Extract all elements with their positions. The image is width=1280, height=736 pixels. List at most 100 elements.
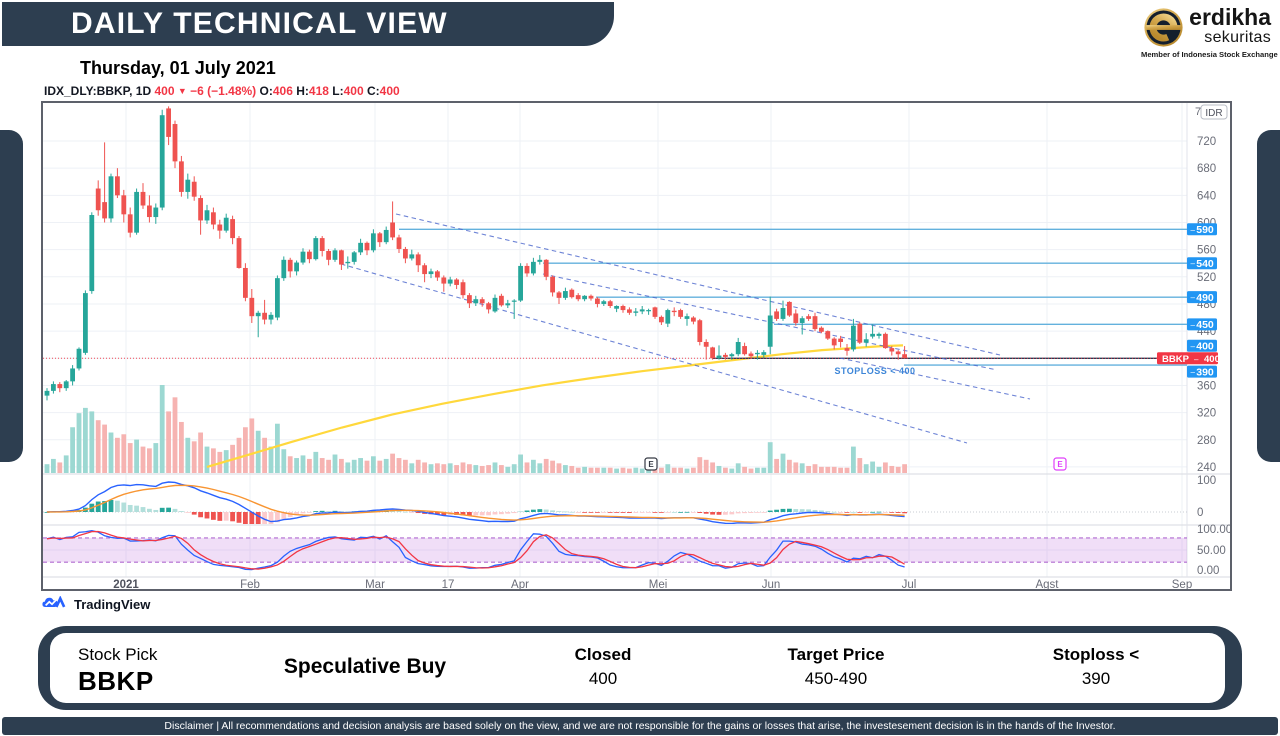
- svg-text:Sep: Sep: [1172, 579, 1192, 589]
- legend-close: 400: [379, 84, 400, 98]
- svg-text:0: 0: [1197, 507, 1203, 519]
- stock-ticker: BBKP: [78, 666, 154, 696]
- chart-gridlines: [43, 103, 1187, 577]
- svg-text:680: 680: [1197, 163, 1216, 175]
- svg-text:E: E: [648, 460, 654, 469]
- svg-text:100: 100: [1197, 475, 1216, 487]
- brand-name: erdikha: [1189, 4, 1271, 30]
- svg-text:‒: ‒: [1191, 225, 1196, 234]
- svg-text:BBKP: BBKP: [1162, 354, 1190, 365]
- header-banner: DAILY TECHNICAL VIEW: [2, 2, 614, 46]
- volume-bars: [44, 385, 907, 473]
- closed-label: Closed: [574, 645, 632, 664]
- brand-logo: erdikha sekuritas Member of Indonesia St…: [1141, 4, 1278, 60]
- svg-text:240: 240: [1197, 462, 1216, 474]
- brand-subname: sekuritas: [1204, 29, 1271, 46]
- time-axis[interactable]: 2021 Feb Mar 17 Apr Mei Jun Jul Agst Sep: [113, 579, 1192, 591]
- trendlines: [340, 213, 1031, 444]
- legend-low: 400: [343, 84, 364, 98]
- closed-value: 400: [588, 669, 618, 688]
- price-chart[interactable]: STOPLOSS < 400EE720680640600560520480440…: [41, 101, 1232, 591]
- svg-text:STOPLOSS < 400: STOPLOSS < 400: [834, 366, 915, 376]
- legend-change: −6 (−1.48%): [190, 84, 257, 98]
- stoploss-block: Stoploss < 390: [1053, 645, 1139, 689]
- svg-text:560: 560: [1197, 245, 1216, 257]
- svg-text:0.00: 0.00: [1197, 565, 1219, 577]
- stoploss-annotation: STOPLOSS < 400: [834, 366, 915, 376]
- svg-text:2021: 2021: [113, 579, 139, 589]
- svg-text:50.00: 50.00: [1197, 545, 1226, 557]
- moving-average-line: [206, 344, 904, 468]
- stochastic-pane: [43, 530, 1187, 571]
- target-price-value: 450-490: [804, 669, 868, 688]
- svg-text:‒: ‒: [1191, 342, 1196, 351]
- svg-text:‒: ‒: [1191, 259, 1196, 268]
- page-title: DAILY TECHNICAL VIEW: [71, 7, 448, 40]
- disclaimer-text: Disclaimer | All recommendations and dec…: [164, 720, 1116, 732]
- svg-text:360: 360: [1197, 380, 1216, 392]
- macd-pane: [43, 481, 1187, 524]
- summary-card: Stock Pick BBKP Speculative Buy Closed 4…: [50, 633, 1225, 703]
- legend-price: 400: [154, 84, 175, 98]
- svg-text:‒: ‒: [1191, 293, 1196, 302]
- svg-text:390: 390: [1196, 366, 1214, 378]
- report-date: Thursday, 01 July 2021: [80, 58, 276, 78]
- svg-text:IDR: IDR: [1205, 108, 1222, 119]
- svg-text:Jun: Jun: [762, 579, 781, 589]
- svg-text:17: 17: [442, 579, 455, 589]
- svg-text:Mei: Mei: [649, 579, 668, 589]
- left-edge-tab: [0, 130, 23, 462]
- tradingview-attribution[interactable]: TradingView: [42, 596, 150, 612]
- legend-open: 406: [272, 84, 293, 98]
- svg-text:450: 450: [1196, 319, 1214, 331]
- pane-separators: [43, 103, 1230, 578]
- legend-open-label: O:: [259, 84, 273, 98]
- candlestick-chart-svg: STOPLOSS < 400EE720680640600560520480440…: [43, 103, 1232, 591]
- svg-text:400: 400: [1196, 341, 1214, 353]
- svg-text:640: 640: [1197, 190, 1216, 202]
- svg-text:280: 280: [1197, 435, 1216, 447]
- svg-text:Apr: Apr: [511, 579, 529, 589]
- target-price-label: Target Price: [787, 645, 885, 664]
- stoploss-value: 390: [1081, 669, 1111, 688]
- svg-text:320: 320: [1197, 408, 1216, 420]
- legend-high: 418: [308, 84, 329, 98]
- svg-text:7: 7: [1195, 106, 1201, 118]
- legend-close-label: C:: [367, 84, 380, 98]
- candles: [44, 106, 907, 401]
- legend-high-label: H:: [296, 84, 309, 98]
- svg-text:‒: ‒: [1191, 368, 1196, 377]
- tradingview-logo-icon: [42, 596, 66, 608]
- chart-legend: IDX_DLY:BBKP, 1D 400 ▼ −6 (−1.48%) O:406…: [44, 84, 400, 98]
- svg-text:590: 590: [1196, 224, 1214, 236]
- stoploss-label: Stoploss <: [1052, 645, 1140, 664]
- disclaimer-bar: Disclaimer | All recommendations and dec…: [2, 717, 1278, 735]
- legend-low-label: L:: [332, 84, 344, 98]
- tradingview-label: TradingView: [74, 596, 151, 612]
- stock-pick-label: Stock Pick: [78, 645, 158, 664]
- svg-text:540: 540: [1196, 258, 1214, 270]
- svg-text:400: 400: [1204, 354, 1220, 365]
- target-price-block: Target Price 450-490: [787, 645, 884, 689]
- closed-block: Closed 400: [575, 645, 632, 689]
- svg-text:Jul: Jul: [902, 579, 917, 589]
- svg-text:720: 720: [1197, 136, 1216, 148]
- brand-tagline: Member of Indonesia Stock Exchange: [1141, 50, 1278, 59]
- legend-symbol[interactable]: IDX_DLY:BBKP, 1D: [44, 84, 152, 98]
- svg-text:‒: ‒: [1194, 355, 1199, 364]
- svg-text:Agst: Agst: [1035, 579, 1059, 589]
- svg-text:490: 490: [1196, 292, 1214, 304]
- erdikha-logo-icon: [1144, 8, 1183, 47]
- svg-text:‒: ‒: [1191, 320, 1196, 329]
- svg-text:520: 520: [1197, 272, 1216, 284]
- svg-text:100.00: 100.00: [1197, 524, 1230, 536]
- svg-text:E: E: [1057, 460, 1063, 469]
- right-edge-tab: [1257, 130, 1280, 462]
- down-arrow-icon: ▼: [177, 86, 187, 96]
- svg-text:Mar: Mar: [365, 579, 385, 589]
- svg-text:Feb: Feb: [240, 579, 260, 589]
- stock-pick-block: Stock Pick BBKP: [78, 645, 157, 697]
- recommendation: Speculative Buy: [283, 655, 447, 678]
